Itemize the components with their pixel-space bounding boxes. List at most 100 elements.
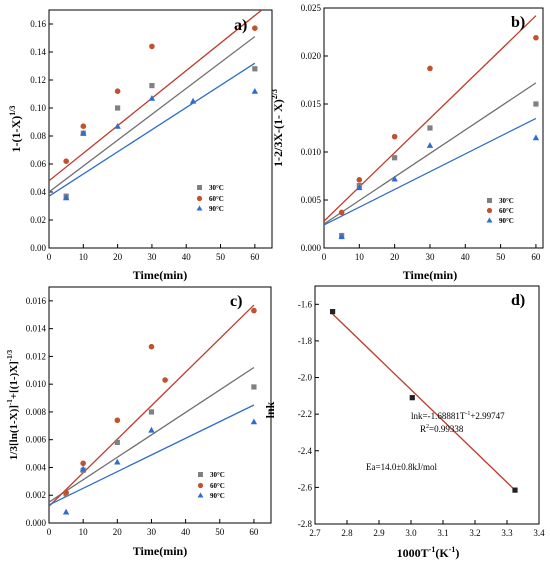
y-axis-label-main: 1/3[ln(1-X)] (8, 405, 20, 460)
legend-label-60c: 60°C (209, 195, 224, 203)
y-tick-label: -2.8 (298, 519, 313, 529)
series-90c-point (356, 184, 363, 191)
x-tick-label: 40 (181, 527, 191, 537)
data-points (338, 34, 540, 240)
series-90c-point (426, 142, 434, 148)
x-tick-label: 3.1 (437, 528, 448, 538)
x-tick-label: 40 (182, 252, 192, 262)
y-tick-label: 0.015 (301, 99, 322, 109)
legend: 30°C 60°C 90°C (197, 471, 225, 500)
r2-tail: =0.99338 (429, 424, 464, 434)
series-90c-point (62, 194, 70, 201)
series-30c-point (114, 439, 120, 446)
y-tick-label: -2.0 (298, 373, 313, 383)
y-tick-label: 0.012 (26, 351, 46, 361)
x-tick-label: 50 (496, 252, 506, 262)
y-axis-label: 1-2/3X-(1- X)2/3 (270, 89, 285, 167)
series-30c-point (148, 409, 155, 415)
x-tick-label: 50 (216, 252, 226, 262)
chart-panel-d: 2.7 2.8 2.9 3.0 3.1 3.2 3.3 3.4 -2.8 -2.6 -2.4 -2.2… (263, 285, 545, 560)
x-tick-label: 60 (250, 252, 260, 262)
x-tick-label: 10 (79, 252, 89, 262)
series-60c-point (252, 25, 258, 32)
y-tick-label: 0.002 (26, 490, 46, 500)
series-90c-point (189, 97, 197, 104)
ea-annotation: Ea=14.0±0.8kJ/mol (366, 462, 438, 472)
y-tick-label: 0.10 (30, 103, 46, 113)
y-tick-label: 0.000 (301, 243, 322, 253)
panel-label: c) (230, 293, 242, 310)
legend-label-90c: 90°C (210, 492, 225, 500)
series-30c-point (251, 384, 257, 390)
x-tick-label: 60 (531, 252, 541, 262)
y-tick-label: 0.020 (301, 51, 322, 61)
series-60c-point (391, 133, 398, 140)
x-tick-label: 0 (322, 252, 327, 262)
data-points (62, 307, 258, 515)
y-tick-label: -2.2 (298, 409, 312, 419)
equation-tail: +2.99747 (470, 411, 505, 421)
y-tick-label: -2.6 (298, 482, 313, 492)
legend-marker-90c (197, 492, 204, 498)
series-90c-fit-line (49, 404, 255, 506)
x-tick-label: 10 (79, 527, 89, 537)
series-0-point (330, 309, 336, 315)
y-axis-label-main: 1-(1-X) (9, 116, 23, 153)
series-90c-fit-line (324, 117, 537, 226)
y-axis-label: lnk (263, 401, 277, 418)
series-90c-point (79, 465, 87, 472)
y-axis-label-sup1: -1 (6, 399, 14, 405)
legend-marker-60c (486, 207, 493, 214)
series-90c-point (148, 426, 155, 433)
series-60c-point (149, 43, 155, 50)
x-axis-label-tail: (K (435, 546, 449, 560)
x-tick-label: 30 (425, 252, 435, 262)
data-points (330, 309, 518, 493)
x-axis-label: Time(min) (403, 268, 457, 282)
chart-panel-c: 0 10 20 30 40 50 60 0.000 0.002 0.004 0.006 0.008 0.… (6, 286, 272, 558)
series-30c-fit-line (49, 36, 256, 193)
series-60c-point (338, 209, 345, 216)
series-30c-point (533, 101, 539, 107)
legend-marker-30c (487, 198, 492, 203)
fit-lines (324, 15, 537, 226)
series-30c-point (115, 105, 121, 111)
x-tick-label: 30 (147, 527, 157, 537)
y-axis-label: 1-(1-X)1/3 (8, 106, 23, 153)
series-90c-point (114, 123, 121, 129)
series-90c-point (114, 458, 121, 465)
series-30c-point (252, 66, 258, 72)
y-axis-label-sup: 1/3 (8, 106, 17, 116)
series-60c-point (63, 489, 69, 496)
x-tick-label: 2.8 (341, 528, 353, 538)
y-axis-label: 1/3[ln(1-X)]-1+[(1-)X]-1/3 (6, 349, 20, 460)
axis-ticks: 0 10 20 30 40 50 60 0.00 0.02 0.04 0.06 0.08 0.10 0.1… (30, 19, 260, 262)
y-axis-label-sup: 2/3 (270, 89, 279, 99)
series-60c-point (356, 177, 363, 183)
chart-panel-a: 0 10 20 30 40 50 60 0.00 0.02 0.04 0.06 0.08 0.10 0.1… (8, 9, 273, 282)
legend-label-30c: 30°C (209, 184, 224, 192)
series-60c-point (162, 377, 168, 383)
x-axis-label: Time(min) (133, 268, 187, 282)
x-tick-label: 20 (113, 252, 123, 262)
fit-lines (332, 313, 516, 491)
y-tick-label: 0.04 (30, 187, 46, 197)
y-tick-label: 0.010 (26, 379, 47, 389)
y-tick-label: 0.16 (30, 19, 46, 29)
x-tick-label: 10 (355, 252, 365, 262)
y-tick-label: 0.06 (30, 159, 46, 169)
series-90c-point (532, 134, 540, 141)
series-90c-point (251, 88, 259, 94)
series-60c-fit-line (49, 10, 263, 182)
series-60c-point (114, 88, 121, 94)
series-0-fit-line (332, 313, 516, 491)
x-tick-label: 30 (147, 252, 157, 262)
plot-frame (323, 7, 544, 249)
series-0-point (512, 487, 518, 493)
legend-marker-90c (196, 205, 203, 211)
series-90c-point (80, 130, 87, 136)
series-60c-point (63, 158, 69, 164)
series-0-point (409, 395, 415, 401)
y-axis-label-sup2: -1/3 (6, 349, 14, 361)
